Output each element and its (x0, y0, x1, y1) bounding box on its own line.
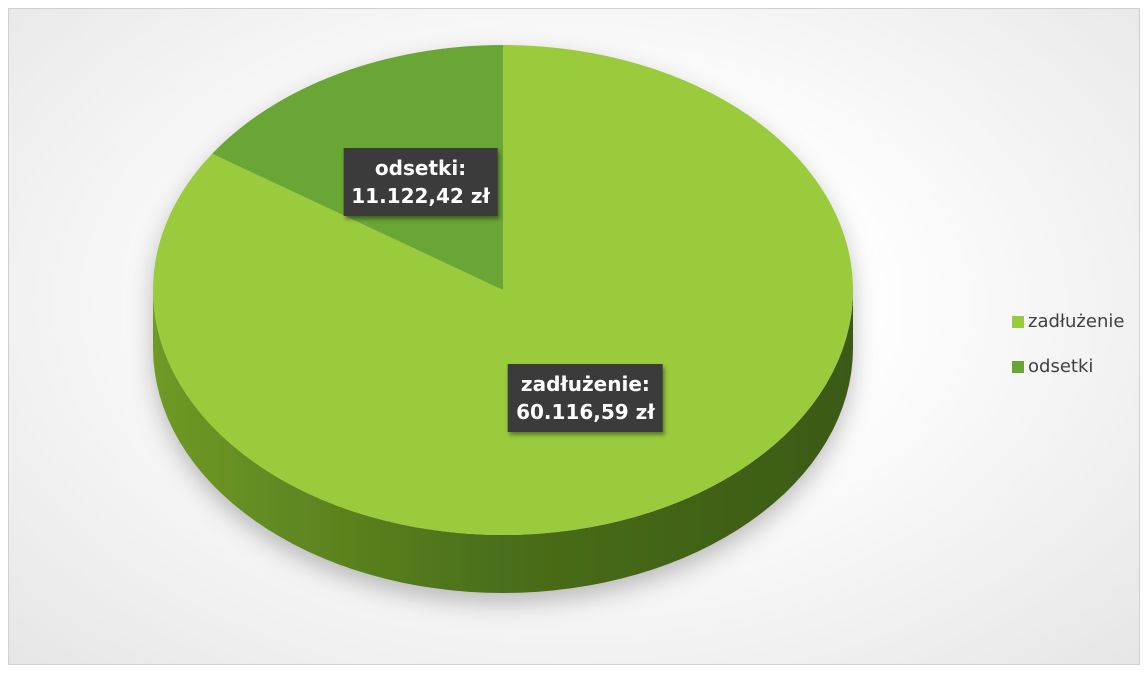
data-label: odsetki: 11.122,42 zł (343, 147, 498, 216)
legend-label: odsetki (1028, 356, 1093, 377)
legend-swatch (1012, 316, 1024, 328)
pie-side (153, 290, 853, 593)
pie-slice (152, 45, 853, 535)
legend-swatch (1012, 361, 1024, 373)
pie (152, 45, 853, 593)
data-label: zadłużenie: 60.116,59 zł (508, 364, 663, 433)
legend-label: zadłużenie (1028, 311, 1124, 332)
